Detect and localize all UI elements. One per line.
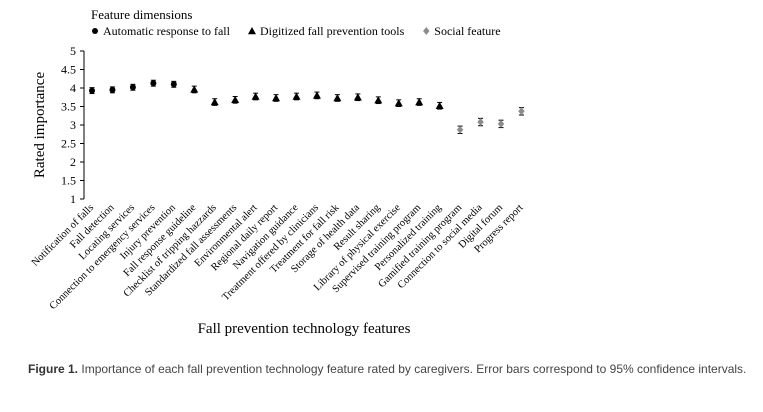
data-point <box>150 80 157 87</box>
y-tick-label: 2.5 <box>61 137 76 151</box>
y-axis-title: Rated importance <box>32 72 48 179</box>
chart: Feature dimensions Automatic response to … <box>30 7 526 337</box>
data-point <box>109 86 116 93</box>
legend-marker <box>423 27 430 35</box>
data-point <box>129 84 136 91</box>
data-point <box>518 107 525 116</box>
data-point <box>231 95 240 104</box>
data-point <box>456 125 464 134</box>
caption-label: Figure 1. <box>28 362 79 376</box>
data-point <box>497 119 505 128</box>
data-point <box>435 101 444 109</box>
data-point <box>374 96 383 104</box>
data-point <box>89 87 95 94</box>
legend-entry: Social feature <box>434 24 500 38</box>
caption-text: Importance of each fall prevention techn… <box>81 362 747 376</box>
y-tick-label: 4 <box>70 81 76 95</box>
x-axis-title: Fall prevention technology features <box>198 321 411 337</box>
y-tick-label: 5 <box>70 44 76 58</box>
data-point <box>190 85 199 93</box>
data-point <box>251 92 260 100</box>
y-tick-label: 3 <box>70 118 76 132</box>
data-point <box>292 92 301 100</box>
legend-entry: Digitized fall prevention tools <box>260 24 405 38</box>
legend-marker <box>92 28 98 34</box>
data-point <box>333 93 342 102</box>
legend-entry: Automatic response to fall <box>103 24 231 38</box>
data-point <box>210 98 219 106</box>
y-tick-label: 3.5 <box>61 100 76 114</box>
y-tick-label: 1 <box>70 192 76 206</box>
axes: 1 1.5 2 2.5 3 3.5 4 4.5 5 <box>61 44 85 206</box>
data-point <box>272 93 281 102</box>
data-marks <box>89 79 525 135</box>
legend-title: Feature dimensions <box>91 7 192 22</box>
data-point <box>415 98 424 106</box>
data-point <box>394 99 403 107</box>
y-tick-label: 4.5 <box>61 63 76 77</box>
data-point <box>170 81 177 88</box>
y-tick-label: 2 <box>70 155 76 169</box>
data-point <box>353 93 362 101</box>
y-tick-label: 1.5 <box>61 174 76 188</box>
legend: Feature dimensions Automatic response to … <box>91 7 501 38</box>
data-point <box>477 118 484 127</box>
legend-marker <box>247 27 256 35</box>
figure-caption: Figure 1. Importance of each fall preven… <box>28 361 753 378</box>
data-point <box>312 91 321 99</box>
